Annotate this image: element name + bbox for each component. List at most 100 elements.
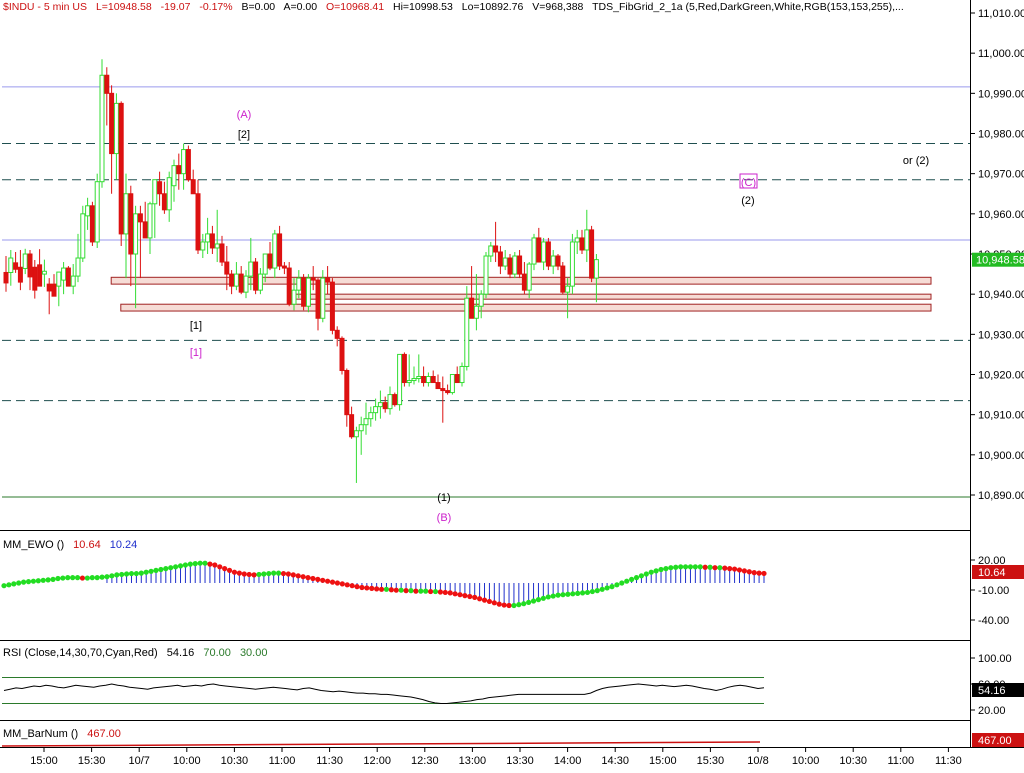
ewo-dot [109,573,115,579]
ewo-dot [241,571,247,577]
candle-body [478,293,484,307]
support-zones [110,276,932,312]
candles [3,59,599,483]
ewo-dot [11,581,17,587]
ewo-axis: 20.00 -10.00 -40.00 10.64 [970,555,1024,627]
ewo-dot [614,582,620,588]
ewo-dot [99,574,105,580]
candle-body [229,273,235,287]
price-axis-tick: 10,970.00 [978,169,1024,181]
ewo-dot [30,578,37,584]
ewo-dot [457,592,463,598]
candle-body [541,241,547,263]
candle-body [171,165,177,187]
ewo-dot [16,580,22,586]
ewo-dot [609,584,615,590]
ewo-dot [477,596,483,602]
candle-body [104,74,110,94]
candle-body [56,271,62,287]
ewo-dot [516,602,522,608]
candle-body [387,394,393,410]
candle-body [65,267,71,287]
last-price-tag-text: 10,948.58 [976,255,1024,267]
candle-body [325,277,331,283]
ewo-dot [643,571,649,577]
ewo-dot [702,564,708,570]
ewo-dot [393,587,399,593]
candle-body [195,193,201,251]
candle-body [277,233,283,267]
time-axis-tick: 15:30 [78,755,106,767]
ewo-plot [1,560,767,609]
time-axis-tick: 11:00 [269,755,296,767]
candle-body [584,229,590,251]
ewo-dot [84,575,90,581]
ewo-dot [246,571,252,578]
header-line: $INDU - 5 min US L=10948.58 -19.07 -0.17… [3,1,904,13]
candle-body [176,165,182,175]
barnum-title: MM_BarNum () [3,728,78,740]
volume-value: V=968,388 [532,1,583,13]
ewo-dot [45,577,51,583]
ewo-dot [359,584,365,591]
ewo-title-line: MM_EWO () 10.64 10.24 [3,539,137,551]
ewo-dot [378,586,385,592]
ewo-dot [432,588,439,595]
ewo-dot [325,578,331,584]
candle-body [185,149,191,181]
price-axis-tick: 10,940.00 [978,289,1024,301]
ewo-dot [501,602,507,608]
candle-body [41,270,47,275]
ewo-dot [629,576,635,583]
ewo-dot [222,566,228,572]
wave-label-1-bracket-magenta: [1] [190,347,202,359]
ewo-dot [119,571,125,578]
ewo-dot [320,577,326,583]
candle-body [512,255,518,275]
ewo-dot [545,594,551,600]
candle-body [416,376,422,380]
ewo-dot [491,600,497,606]
candle-body [257,273,263,291]
candle-body [497,251,503,267]
rsi-value-tag [972,683,1024,697]
ewo-dot [74,575,81,581]
ewo-dot [236,570,242,576]
candle-body [459,365,465,384]
ewo-dot [104,574,110,580]
price-axis-tick: 10,990.00 [978,88,1024,100]
candle-body [286,267,292,305]
candle-body [517,255,523,275]
ewo-dot [251,572,257,578]
ewo-dot [344,582,350,588]
candle-body [397,353,403,406]
ewo-value-tag-text: 10.64 [978,567,1006,579]
candle-body [473,305,479,319]
rsi-axis: 100.00 60.00 20.00 54.16 [970,653,1024,717]
time-axis-tick: 13:30 [506,755,534,767]
candle-body [219,243,225,263]
ewo-dot [589,588,595,595]
candle-body [589,229,595,279]
candle-body [80,213,86,259]
ewo-dot [148,568,154,574]
ewo-dot [364,585,370,591]
ewo-dot [231,569,238,575]
candle-body [440,388,446,392]
candle-body [27,253,33,278]
time-axis-tick: 13:00 [459,755,487,767]
ewo-dot [153,567,159,574]
last-price: L=10948.58 [96,1,152,13]
time-axis: 15:00 15:30 10/7 10:00 10:30 11:00 11:30 12:00 1… [30,748,962,767]
ewo-dot [60,575,66,581]
ewo-dot [310,575,316,582]
wave-label-or-2: or (2) [903,155,929,167]
ewo-dot [633,575,640,581]
candle-body [401,353,407,384]
ewo-dot [143,569,149,575]
wave-label-2-paren: (2) [741,195,754,207]
candle-body [320,277,326,319]
wave-label-B: (B) [437,512,452,524]
